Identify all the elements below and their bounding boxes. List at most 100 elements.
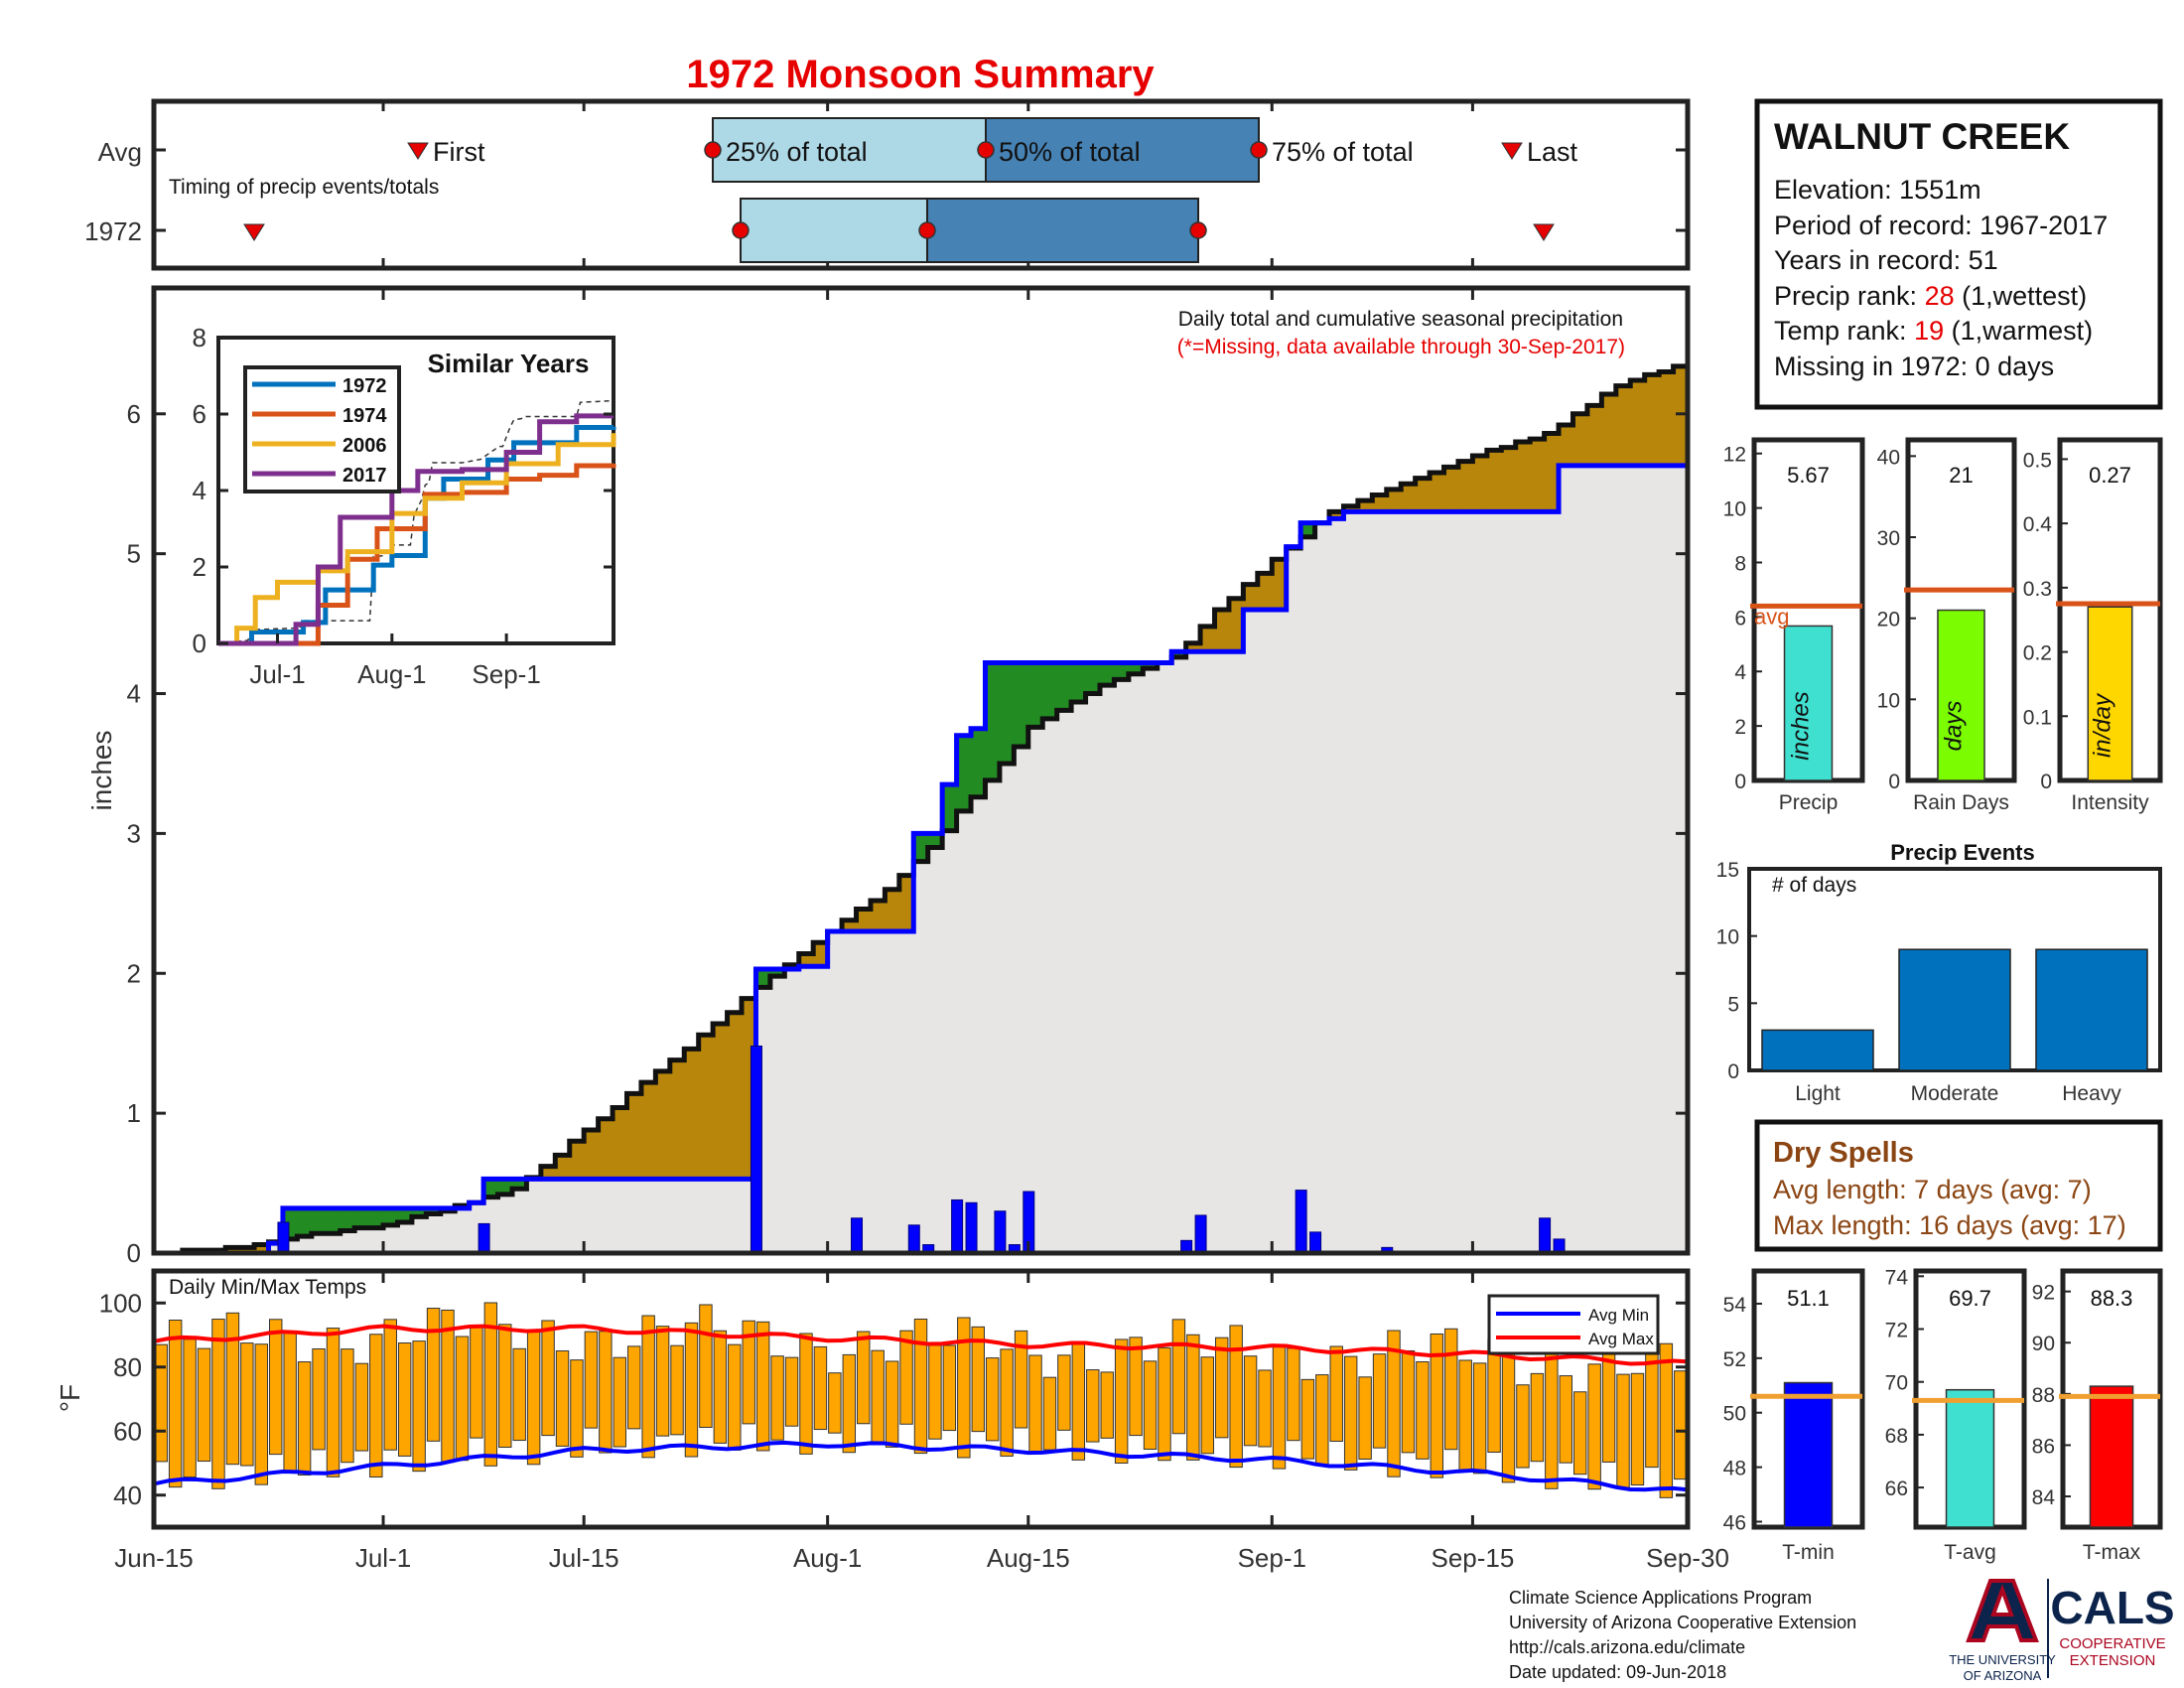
dry-spells-title: Dry Spells — [1773, 1137, 1914, 1169]
cals-logo-line-2: EXTENSION — [2070, 1652, 2156, 1669]
inset-xtick-label: Aug-1 — [357, 659, 426, 689]
dry-spells-max: Max length: 16 days (avg: 17) — [1773, 1210, 2126, 1240]
daily-temp-bar — [1287, 1347, 1300, 1442]
cals-logo-text: CALS — [2050, 1582, 2174, 1633]
above-avg-fill — [1486, 450, 1502, 512]
avg-50-label: 50% of total — [999, 137, 1141, 167]
footer-line-3[interactable]: http://cals.arizona.edu/climate — [1509, 1637, 1745, 1657]
x-tick-label: Sep-30 — [1646, 1543, 1729, 1573]
mini-value-text: 51.1 — [1787, 1286, 1830, 1311]
daily-temp-bar — [1272, 1345, 1287, 1470]
above-avg-fill — [1644, 374, 1660, 466]
station-period: Period of record: 1967-2017 — [1774, 211, 2108, 240]
daily-temp-bar — [971, 1326, 985, 1433]
year-first-marker — [243, 223, 265, 241]
summary-bar-charts: 0 2 4 6 8 10 12 5.67 Precip inches 0 10 20 30 40 21 Rain… — [1723, 437, 2163, 814]
above-avg-fill — [1243, 584, 1259, 610]
daily-temp-bar — [842, 1353, 857, 1454]
station-name: WALNUT CREEK — [1774, 116, 2070, 157]
above-avg-fill — [1386, 489, 1402, 512]
mini-axis-label: T-max — [2083, 1541, 2141, 1564]
daily-temp-bar — [1171, 1319, 1186, 1435]
cumulative-base-fill — [154, 460, 1688, 1254]
avg-min-temp-line — [153, 1440, 1689, 1492]
legend-avg-min-label: Avg Min — [1588, 1306, 1649, 1325]
main-plot-frame — [151, 285, 1691, 1256]
mini-ytick-label: 86 — [2032, 1435, 2055, 1458]
above-avg-fill — [813, 942, 829, 967]
temperature-panel: 40 60 80 100 Daily Min/Max Temps °F Avg Min… — [55, 1268, 1729, 1573]
temp-plot-frame — [151, 1268, 1691, 1530]
daily-temp-bar — [498, 1324, 512, 1449]
below-avg-fill — [340, 1207, 355, 1231]
daily-temp-bar — [1300, 1378, 1315, 1460]
daily-temp-bar — [684, 1322, 699, 1458]
events-ytick-label: 0 — [1727, 1060, 1739, 1083]
mini-axis-label: T-avg — [1944, 1541, 1996, 1564]
daily-precip-bar — [1309, 1231, 1322, 1254]
daily-temp-bar — [799, 1333, 813, 1455]
daily-temp-bar — [1516, 1384, 1530, 1469]
daily-temp-bar — [240, 1342, 254, 1467]
above-avg-fill — [1415, 478, 1431, 512]
above-avg-fill — [640, 1082, 656, 1180]
below-avg-fill — [311, 1207, 327, 1234]
above-avg-fill — [669, 1059, 685, 1180]
daily-temp-bar — [828, 1372, 842, 1434]
daily-temp-bar — [1458, 1359, 1472, 1473]
above-avg-fill — [898, 875, 914, 931]
events-ytick-label: 5 — [1727, 993, 1739, 1016]
daily-temp-bar — [197, 1347, 211, 1463]
below-avg-fill — [971, 728, 986, 797]
above-avg-fill — [1401, 484, 1417, 512]
daily-temp-bar — [1545, 1352, 1559, 1489]
mini-value-bar — [2087, 606, 2133, 781]
daily-temp-bar — [699, 1304, 713, 1428]
inset-legend — [243, 365, 401, 493]
below-avg-fill — [1171, 651, 1187, 657]
events-category-label: Moderate — [1911, 1082, 1999, 1105]
events-bars: 0 5 10 15 Light Moderate Heavy — [1716, 859, 2148, 1105]
daily-temp-bar — [1158, 1346, 1171, 1462]
events-bar — [2035, 948, 2148, 1071]
above-avg-fill — [842, 919, 858, 931]
above-avg-fill — [239, 1247, 255, 1253]
daily-precip-bar — [994, 1210, 1007, 1254]
daily-temp-bar — [1343, 1355, 1358, 1471]
footer-line-4: Date updated: 09-Jun-2018 — [1509, 1662, 1726, 1682]
avg-first-marker — [407, 142, 429, 160]
daily-temp-bar — [1472, 1362, 1487, 1475]
above-avg-fill — [1630, 379, 1646, 466]
daily-temp-bar — [1143, 1360, 1158, 1451]
main-y-axis-title: inches — [86, 731, 117, 811]
temp-ytick-label: 60 — [113, 1416, 142, 1446]
daily-temp-bar — [426, 1308, 441, 1442]
mini-ytick-label: 12 — [1723, 444, 1746, 467]
footer-line-2: University of Arizona Cooperative Extens… — [1509, 1613, 1856, 1632]
mini-ytick-label: 48 — [1723, 1458, 1746, 1480]
main-ytick-label: 6 — [127, 399, 141, 429]
daily-temp-bar — [1444, 1328, 1458, 1451]
above-avg-fill — [1501, 447, 1517, 512]
daily-temp-bar — [599, 1331, 613, 1454]
below-avg-fill — [1128, 662, 1144, 674]
mini-ytick-label: 8 — [1734, 552, 1746, 575]
above-avg-fill — [885, 889, 900, 931]
mini-ytick-label: 0.5 — [2023, 449, 2052, 472]
daily-temp-bar — [168, 1320, 183, 1488]
below-avg-fill — [1027, 662, 1043, 728]
temp-y-axis-title: °F — [55, 1384, 85, 1412]
above-avg-fill — [1200, 626, 1216, 652]
below-avg-fill — [755, 969, 771, 988]
mini-unit-label: in/day — [2090, 692, 2116, 758]
daily-temp-bar — [483, 1302, 498, 1467]
daily-temp-bar — [1659, 1342, 1674, 1498]
above-avg-fill — [1472, 456, 1488, 512]
above-avg-fill — [1372, 494, 1388, 512]
daily-temp-bar — [1329, 1345, 1343, 1442]
daily-temp-bar — [1100, 1371, 1114, 1439]
events-bar — [1761, 1029, 1874, 1071]
daily-temp-bar — [341, 1348, 354, 1464]
inset-xtick-label: Jul-1 — [249, 659, 305, 689]
